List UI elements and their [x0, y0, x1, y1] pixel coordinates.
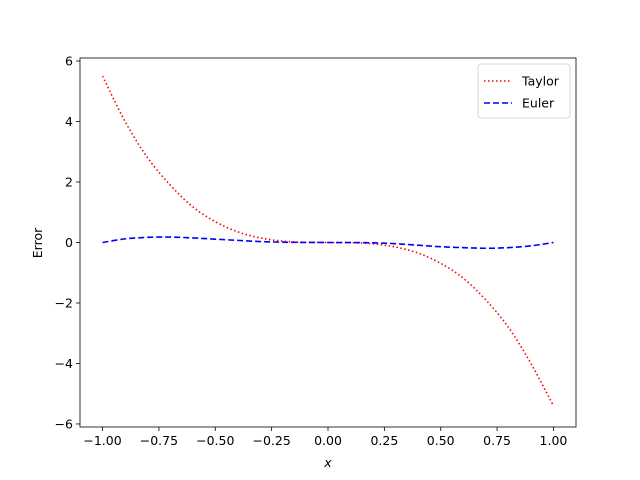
y-tick-label: 4	[65, 114, 73, 129]
x-tick-label: 0.25	[370, 433, 398, 448]
y-tick-label: 2	[65, 175, 73, 190]
y-tick-label: 6	[65, 54, 73, 69]
series-layer	[101, 75, 555, 407]
x-tick-label: −0.75	[140, 433, 178, 448]
x-tick-label: 0.00	[314, 433, 342, 448]
x-tick-label: 0.75	[483, 433, 511, 448]
series-line-taylor	[101, 75, 555, 407]
y-tick-label: −6	[55, 416, 73, 431]
y-axis-label: Error	[30, 227, 45, 258]
legend-label-taylor: Taylor	[521, 74, 560, 89]
x-tick-label: 0.50	[427, 433, 455, 448]
x-tick-label: −0.25	[252, 433, 290, 448]
y-axis: −6 −4 −2 0 2 4 6	[55, 54, 80, 431]
legend-label-euler: Euler	[522, 96, 555, 111]
x-tick-label: 1.00	[540, 433, 568, 448]
series-line-euler	[102, 236, 554, 250]
x-axis-label: x	[323, 455, 332, 470]
legend: Taylor Euler	[477, 63, 571, 119]
legend-box	[477, 63, 571, 119]
y-tick-label: −2	[55, 295, 73, 310]
x-tick-label: −0.50	[196, 433, 234, 448]
x-tick-label: −1.00	[83, 433, 121, 448]
y-tick-label: −4	[55, 356, 73, 371]
x-axis: −1.00 −0.75 −0.50 −0.25 0.00 0.25 0.50 0.75 1.00	[83, 427, 567, 448]
y-tick-label: 0	[65, 235, 73, 250]
